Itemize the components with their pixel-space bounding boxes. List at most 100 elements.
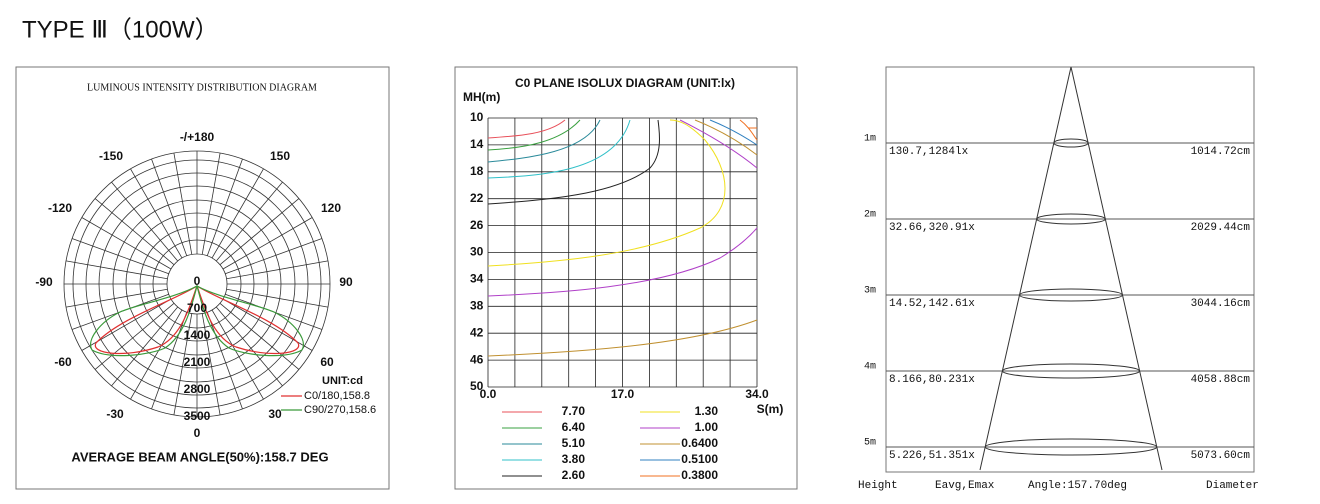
radial-label: 2800 xyxy=(184,382,211,396)
contour xyxy=(487,119,581,151)
beam-ellipse xyxy=(1053,138,1089,148)
spoke xyxy=(226,288,329,308)
height-label: 4m xyxy=(864,362,876,373)
contours xyxy=(487,119,758,357)
panel-title: C0 PLANE ISOLUX DIAGRAM (UNIT:lx) xyxy=(515,76,735,90)
spoke xyxy=(94,302,175,370)
panel-title: LUMINOUS INTENSITY DISTRIBUTION DIAGRAM xyxy=(87,82,317,93)
diameter-label: 1014.72cm xyxy=(1191,146,1251,158)
spoke xyxy=(215,181,283,262)
height-label: 1m xyxy=(864,134,876,145)
radial-label: 3500 xyxy=(184,409,211,423)
legend-label: 2.60 xyxy=(562,468,586,482)
contour xyxy=(487,119,661,205)
angle-label: -60 xyxy=(54,355,72,369)
beam-ellipse xyxy=(1019,288,1123,302)
height-label: 2m xyxy=(864,210,876,221)
contour xyxy=(487,119,566,139)
spoke xyxy=(201,313,221,416)
c90-curve xyxy=(90,283,304,357)
beam-ellipse xyxy=(984,438,1158,456)
isolux-grid xyxy=(487,117,758,388)
diameter-label: 4058.88cm xyxy=(1191,374,1251,386)
isolux-labels: 10 14 18 22 26 30 34 38 42 46 500.0 17.0 34.0 xyxy=(470,110,769,401)
y-label: 26 xyxy=(470,218,484,232)
contour xyxy=(487,119,726,267)
contour xyxy=(709,119,758,146)
spoke xyxy=(222,217,313,270)
footer-label: Angle:157.70deg xyxy=(1028,480,1127,492)
cone-diagram: 1m 130.7,1284lx 1014.72cm 2m 32.66,320.91x 20… xyxy=(858,66,1259,492)
x-axis-title: S(m) xyxy=(757,402,784,416)
angle-label: 30 xyxy=(268,407,282,421)
spoke xyxy=(111,181,179,262)
angle-label: 0 xyxy=(194,426,201,440)
y-label: 18 xyxy=(470,164,484,178)
y-label: 34 xyxy=(470,272,484,286)
angle-label: 150 xyxy=(270,149,290,163)
panel-frame xyxy=(885,66,1255,473)
spoke xyxy=(94,198,175,266)
illuminance-label: 5.226,51.351x xyxy=(889,450,975,462)
contour xyxy=(487,119,631,179)
panel-frame xyxy=(15,66,390,490)
spoke xyxy=(206,158,243,256)
illuminance-label: 32.66,320.91x xyxy=(889,222,975,234)
unit-label: UNIT:cd xyxy=(322,375,363,387)
contour xyxy=(487,119,601,163)
cone-edge xyxy=(979,66,1072,471)
radial-labels: 0 700 1400 2100 2800 3500 xyxy=(184,274,211,423)
legend: 7.70 6.40 5.10 3.80 2.60 1.30 1.00 0.6400 0.5100… xyxy=(502,404,718,482)
legend-label: 6.40 xyxy=(562,420,586,434)
spoke xyxy=(201,152,221,255)
contour xyxy=(679,119,758,169)
diameter-label: 3044.16cm xyxy=(1191,298,1251,310)
y-label: 10 xyxy=(470,110,484,124)
legend-label: 0.6400 xyxy=(681,436,718,450)
diameter-label: 5073.60cm xyxy=(1191,450,1251,462)
spoke xyxy=(215,306,283,387)
height-label: 3m xyxy=(864,286,876,297)
legend-label: 5.10 xyxy=(562,436,586,450)
y-axis-title: MH(m) xyxy=(463,90,500,104)
angle-label: 90 xyxy=(339,275,353,289)
beam-ellipse xyxy=(1036,213,1106,225)
footer-label: Eavg,Emax xyxy=(935,480,995,492)
beam-ellipse xyxy=(1001,363,1141,379)
angle-label: -150 xyxy=(99,149,123,163)
legend-label: 0.5100 xyxy=(681,452,718,466)
radial-label: 1400 xyxy=(184,328,211,342)
angle-label: -90 xyxy=(35,275,53,289)
page-title: TYPE Ⅲ（100W） xyxy=(22,16,219,43)
contour xyxy=(487,319,758,357)
cone-edge xyxy=(1070,66,1163,471)
legend-label: C90/270,158.6 xyxy=(304,404,376,416)
spoke xyxy=(211,168,264,259)
y-label: 22 xyxy=(470,191,484,205)
radial-label: 700 xyxy=(187,301,207,315)
y-label: 46 xyxy=(470,352,484,366)
spoke xyxy=(173,313,193,416)
spoke xyxy=(226,260,329,280)
panel-frame xyxy=(454,66,798,490)
diameter-label: 2029.44cm xyxy=(1191,222,1251,234)
radial-label: 2100 xyxy=(184,355,211,369)
illuminance-label: 8.166,80.231x xyxy=(889,374,975,386)
y-label: 30 xyxy=(470,245,484,259)
contour xyxy=(487,227,758,297)
x-label: 34.0 xyxy=(745,387,769,401)
spoke xyxy=(211,309,264,400)
spoke xyxy=(111,306,179,387)
y-label: 50 xyxy=(470,379,484,393)
spoke xyxy=(81,217,172,270)
spoke xyxy=(206,312,243,410)
angle-label: -/+180 xyxy=(180,130,215,144)
spoke xyxy=(65,260,168,280)
contour xyxy=(739,119,758,141)
angle-label: -120 xyxy=(48,201,72,215)
spoke xyxy=(71,238,169,275)
spoke xyxy=(151,312,188,410)
legend-label: 1.30 xyxy=(695,404,719,418)
angle-label: 60 xyxy=(320,355,334,369)
